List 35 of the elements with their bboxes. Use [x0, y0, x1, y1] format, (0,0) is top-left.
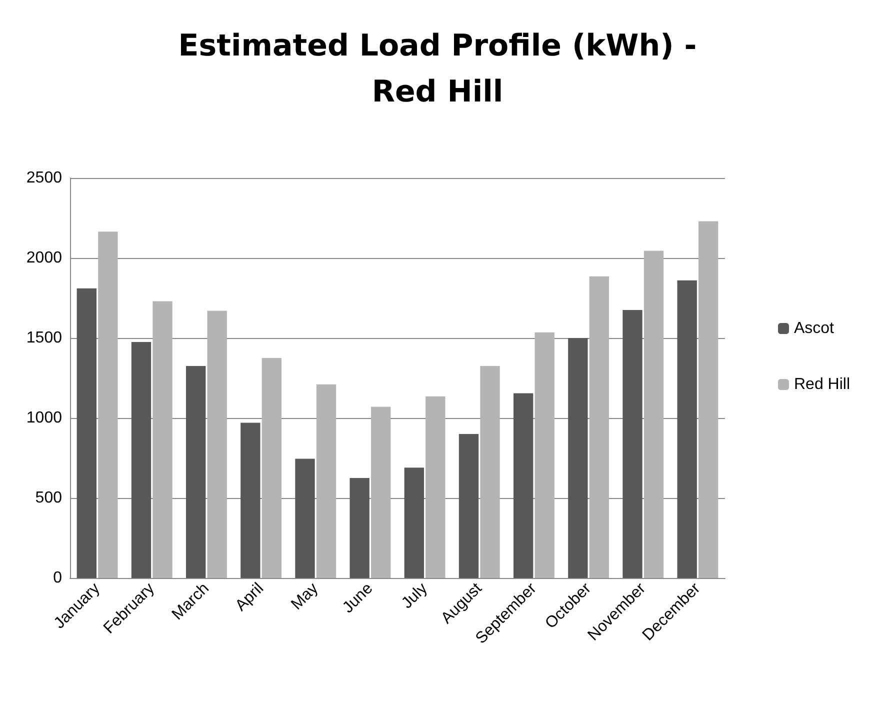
bar — [534, 332, 554, 578]
legend-label: Red Hill — [794, 376, 850, 393]
y-tick-label: 1000 — [26, 410, 62, 426]
bar — [207, 310, 227, 578]
bar — [152, 301, 172, 578]
bar — [568, 338, 588, 578]
bar — [480, 366, 500, 578]
bar — [262, 358, 282, 578]
bar — [316, 384, 336, 578]
bar — [458, 434, 479, 578]
y-tick-label: 1500 — [26, 330, 62, 346]
bar — [370, 406, 391, 578]
legend-label: Ascot — [794, 320, 835, 337]
bar — [426, 396, 446, 578]
bar — [404, 468, 424, 578]
y-tick-label: 2000 — [26, 250, 62, 266]
x-tick-label: May — [288, 580, 322, 614]
bar — [589, 276, 610, 578]
bar — [295, 458, 315, 578]
bar — [131, 342, 152, 578]
bar — [240, 422, 260, 578]
bar — [76, 288, 97, 578]
bar — [622, 310, 642, 578]
y-tick-label: 0 — [53, 570, 62, 586]
bar — [186, 366, 206, 578]
bar — [644, 250, 664, 578]
chart-title: Estimated Load Profile (kWh) - Red Hill — [178, 28, 697, 110]
bar — [698, 221, 718, 578]
y-tick-label: 500 — [35, 490, 62, 506]
bar — [98, 232, 118, 578]
x-tick-label: July — [398, 580, 431, 612]
bar — [677, 280, 697, 578]
bar — [513, 393, 534, 578]
y-tick-label: 2500 — [26, 170, 62, 186]
bar — [350, 478, 370, 578]
